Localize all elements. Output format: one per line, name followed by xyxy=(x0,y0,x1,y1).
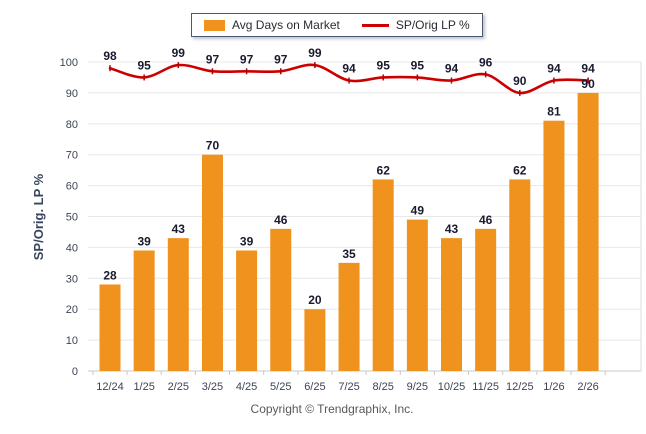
bar-8-25 xyxy=(372,179,394,371)
line-value-label: 94 xyxy=(581,62,595,76)
bar-value-label: 28 xyxy=(103,268,117,282)
bar-value-label: 62 xyxy=(513,163,527,177)
bar-value-label: 70 xyxy=(206,139,220,153)
x-tick-label: 5/25 xyxy=(270,381,291,393)
bar-2-25 xyxy=(167,238,189,371)
bar-1-26 xyxy=(543,120,565,372)
line-value-label: 95 xyxy=(137,58,151,72)
bar-value-label: 35 xyxy=(342,247,356,261)
x-tick-label: 2/26 xyxy=(577,381,598,393)
x-tick-label: 9/25 xyxy=(407,381,428,393)
x-tick-label: 7/25 xyxy=(338,381,359,393)
y-tick-label: 90 xyxy=(66,88,78,100)
y-tick-label: 30 xyxy=(66,273,78,285)
bar-value-label: 81 xyxy=(547,105,561,119)
bar-6-25 xyxy=(304,309,326,371)
bar-5-25 xyxy=(270,228,292,371)
x-tick-label: 10/25 xyxy=(438,381,466,393)
y-tick-label: 20 xyxy=(66,304,78,316)
y-tick-label: 10 xyxy=(66,335,78,347)
y-axis-title: SP/Orig. LP % xyxy=(31,173,46,261)
bar-value-label: 46 xyxy=(479,213,493,227)
y-tick-label: 60 xyxy=(66,181,78,193)
bar-value-label: 43 xyxy=(172,222,186,236)
line-value-label: 94 xyxy=(445,62,459,76)
x-tick-label: 3/25 xyxy=(202,381,223,393)
bar-7-25 xyxy=(338,262,360,371)
line-value-label: 95 xyxy=(411,58,425,72)
bar-3-25 xyxy=(201,154,223,371)
bar-2-26 xyxy=(577,92,599,372)
bar-12-25 xyxy=(509,179,531,371)
line-legend-label: SP/Orig LP % xyxy=(395,18,470,32)
x-tick-label: 8/25 xyxy=(372,381,393,393)
line-value-label: 97 xyxy=(240,52,254,66)
bar-11-25 xyxy=(475,228,497,371)
y-tick-label: 100 xyxy=(60,57,78,69)
x-tick-label: 4/25 xyxy=(236,381,257,393)
x-tick-label: 12/24 xyxy=(96,381,124,393)
y-tick-label: 50 xyxy=(66,212,78,224)
bar-value-label: 90 xyxy=(581,77,595,91)
combo-chart-plot: 0 10 20 30 40 50 60 70 80 90 100 12/24 1/25 2/25 3/25 4… xyxy=(60,46,642,393)
line-value-label: 99 xyxy=(308,46,322,60)
bar-value-label: 39 xyxy=(137,234,151,248)
bar-9-25 xyxy=(406,219,428,371)
x-tick-label: 12/25 xyxy=(506,381,534,393)
x-tick-label: 1/26 xyxy=(543,381,564,393)
line-value-label: 90 xyxy=(513,74,527,88)
y-tick-label: 40 xyxy=(66,242,78,254)
bar-value-label: 39 xyxy=(240,234,254,248)
line-value-label: 94 xyxy=(342,62,356,76)
line-value-label: 94 xyxy=(547,62,561,76)
chart-legend: Avg Days on Market SP/Orig LP % xyxy=(191,13,483,37)
line-value-label: 96 xyxy=(479,55,493,69)
line-value-label: 98 xyxy=(103,49,117,63)
x-tick-label: 6/25 xyxy=(304,381,325,393)
bar-value-label: 46 xyxy=(274,213,288,227)
bar-value-label: 62 xyxy=(377,163,391,177)
line-value-label: 95 xyxy=(377,58,391,72)
line-value-label: 99 xyxy=(172,46,186,60)
bar-value-label: 49 xyxy=(411,204,425,218)
bar-10-25 xyxy=(441,238,462,371)
x-tick-label: 11/25 xyxy=(472,381,499,393)
y-tick-label: 0 xyxy=(72,366,78,378)
bar-value-label: 20 xyxy=(308,293,322,307)
bar-1-25 xyxy=(133,250,155,371)
line-legend-swatch-icon xyxy=(361,23,389,27)
line-value-label: 97 xyxy=(206,52,220,66)
x-tick-label: 2/25 xyxy=(168,381,189,393)
y-tick-label: 70 xyxy=(66,150,78,162)
bar-12-24 xyxy=(99,284,121,371)
bar-4-25 xyxy=(236,250,258,371)
y-tick-label: 80 xyxy=(66,119,78,131)
line-value-label: 97 xyxy=(274,52,288,66)
copyright-text: Copyright © Trendgraphix, Inc. xyxy=(250,402,414,416)
bar-legend-label: Avg Days on Market xyxy=(232,18,340,32)
x-tick-label: 1/25 xyxy=(133,381,154,393)
bar-value-label: 43 xyxy=(445,222,459,236)
bar-legend-swatch-icon xyxy=(204,19,225,31)
